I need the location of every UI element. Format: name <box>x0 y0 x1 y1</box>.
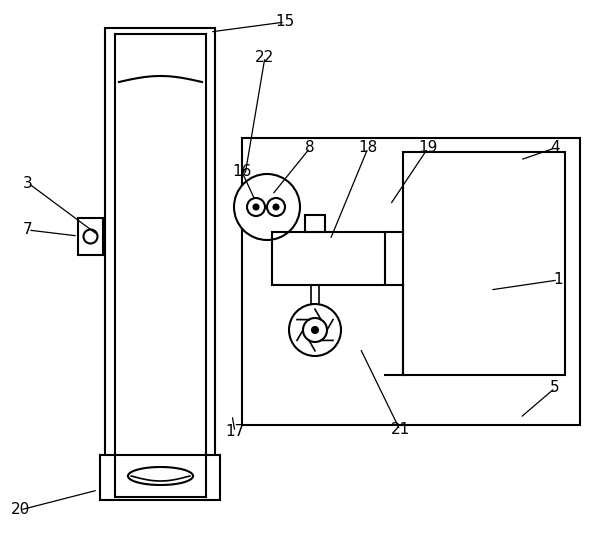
Circle shape <box>254 204 259 209</box>
Circle shape <box>247 198 265 216</box>
Bar <box>272 232 385 285</box>
Text: 21: 21 <box>390 423 410 438</box>
Text: 5: 5 <box>550 381 560 396</box>
Circle shape <box>303 318 327 342</box>
Text: 3: 3 <box>23 176 33 191</box>
Text: 8: 8 <box>305 141 315 156</box>
Text: 17: 17 <box>225 424 245 439</box>
Circle shape <box>274 204 278 209</box>
Text: 7: 7 <box>23 223 33 238</box>
Text: 15: 15 <box>275 14 295 29</box>
Circle shape <box>234 174 300 240</box>
Text: 22: 22 <box>255 49 275 64</box>
Text: 20: 20 <box>10 502 30 517</box>
Circle shape <box>289 304 341 356</box>
Circle shape <box>312 327 318 333</box>
Text: 16: 16 <box>233 165 252 179</box>
Text: 19: 19 <box>419 141 438 156</box>
Bar <box>242 138 580 425</box>
Text: 18: 18 <box>358 141 378 156</box>
Bar <box>78 218 103 255</box>
Bar <box>403 152 565 375</box>
Text: 4: 4 <box>550 141 560 156</box>
Text: 1: 1 <box>553 273 563 288</box>
Bar <box>305 215 325 232</box>
Circle shape <box>267 198 285 216</box>
